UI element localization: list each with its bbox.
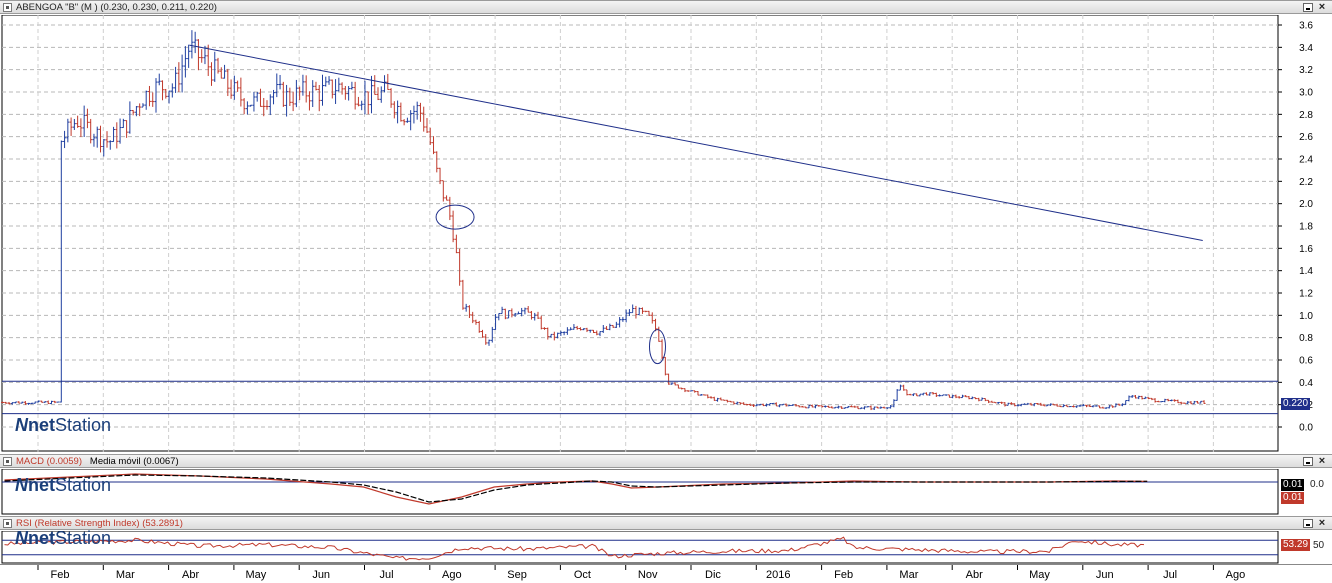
macd-line [4, 473, 1148, 505]
price-panel-title: ABENGOA "B" (M ) (0.230, 0.230, 0.211, 0… [16, 2, 217, 13]
macd-panel-titlebar[interactable]: MACD (0.0059) Media móvil (0.0067) × [0, 454, 1332, 468]
logo-station-text: Station [55, 415, 112, 435]
close-icon[interactable]: × [1318, 517, 1326, 529]
price-panel: ABENGOA "B" (M ) (0.230, 0.230, 0.211, 0… [0, 0, 1332, 452]
panel-menu-icon[interactable] [3, 3, 12, 12]
macd-panel-title: MACD (0.0059) Media móvil (0.0067) [16, 455, 179, 468]
x-tick-label: Dic [705, 569, 721, 581]
panel-menu-icon[interactable] [3, 457, 12, 466]
rsi-panel-titlebar[interactable]: RSI (Relative Strength Index) (53.2891) … [0, 516, 1332, 530]
rsi-y-tick: 50 [1313, 540, 1325, 551]
y-tick-label: 0.0 [1299, 423, 1313, 434]
x-axis-svg: Feb Mar Abr May Jun Jul Ago Sep Oct Nov Dic 2016 Feb… [37, 565, 1246, 581]
y-tick-label: 1.4 [1299, 266, 1313, 277]
rsi-value-tag: 53.29 [1281, 539, 1311, 551]
price-panel-titlebar[interactable]: ABENGOA "B" (M ) (0.230, 0.230, 0.211, 0… [0, 0, 1332, 14]
rsi-panel: RSI (Relative Strength Index) (53.2891) … [0, 516, 1332, 564]
rsi-chart[interactable] [0, 531, 1332, 564]
x-tick-label: Jun [312, 569, 330, 581]
plot-frame [1, 15, 1279, 452]
x-tick-label: Mar [899, 569, 918, 581]
y-tick-label: 3.2 [1299, 65, 1313, 76]
y-tick-label: 0.8 [1299, 333, 1313, 344]
x-tick-label: Abr [966, 569, 983, 581]
x-tick-label: Feb [51, 569, 70, 581]
y-tick-label: 0.4 [1299, 378, 1313, 389]
y-tick-label: 3.0 [1299, 88, 1313, 99]
x-axis: Feb Mar Abr May Jun Jul Ago Sep Oct Nov Dic 2016 Feb… [0, 564, 1332, 582]
macd-panel: MACD (0.0059) Media móvil (0.0067) × Nne… [0, 454, 1332, 515]
y-tick-label: 1.0 [1299, 311, 1313, 322]
x-tick-label: Oct [574, 569, 591, 581]
y-tick-label: 2.4 [1299, 155, 1313, 166]
netstation-logo: NnetStation [15, 528, 111, 548]
netstation-logo: NnetStation [15, 475, 111, 495]
y-tick-label: 2.6 [1299, 132, 1313, 143]
x-tick-label: Nov [638, 569, 658, 581]
x-tick-label: Mar [116, 569, 135, 581]
x-tick-label: 2016 [766, 569, 790, 581]
y-tick-label: 2.0 [1299, 199, 1313, 210]
rsi-line [4, 536, 1145, 561]
last-value-tag: 0.220 [1281, 398, 1311, 410]
x-tick-label: Ago [1226, 569, 1246, 581]
logo-net-text: net [28, 415, 55, 435]
price-bars [1, 30, 1206, 411]
logo-station-text: Station [55, 528, 112, 548]
annotation-ellipse [648, 329, 666, 365]
minimize-icon[interactable] [1303, 519, 1313, 528]
macd-chart[interactable] [0, 469, 1332, 515]
y-tick-label: 1.6 [1299, 244, 1313, 255]
y-tick-label: 3.6 [1299, 21, 1313, 32]
macd-signal-value-tag: 0.01 [1281, 492, 1305, 504]
annotation-ellipse [435, 204, 475, 230]
price-chart-svg: 0.00.20.40.60.81.01.21.41.61.82.02.22.42… [1, 15, 1313, 452]
macd-chart-svg [1, 469, 1279, 515]
logo-station-text: Station [55, 475, 112, 495]
rsi-panel-title: RSI (Relative Strength Index) (53.2891) [16, 518, 183, 529]
close-icon[interactable]: × [1318, 455, 1326, 467]
minimize-icon[interactable] [1303, 3, 1313, 12]
trendline [189, 44, 1203, 242]
y-tick-label: 1.8 [1299, 222, 1313, 233]
x-tick-label: Ago [442, 569, 462, 581]
netstation-logo: NnetStation [15, 415, 111, 435]
x-tick-label: Jul [1163, 569, 1177, 581]
rsi-chart-svg [1, 531, 1279, 564]
x-tick-label: Jun [1096, 569, 1114, 581]
macd-signal-title: Media móvil (0.0067) [89, 456, 179, 467]
x-tick-label: May [246, 569, 267, 581]
price-chart[interactable]: 0.00.20.40.60.81.01.21.41.61.82.02.22.42… [0, 15, 1332, 452]
netstation-logo-icon: N [15, 528, 28, 548]
x-tick-label: Feb [834, 569, 853, 581]
logo-net-text: net [28, 475, 55, 495]
x-tick-label: Jul [379, 569, 393, 581]
netstation-logo-icon: N [15, 475, 28, 495]
macd-y-tick: 0.0 [1310, 479, 1324, 490]
macd-title: MACD (0.0059) [16, 456, 82, 467]
macd-value-tag: 0.01 [1281, 479, 1305, 491]
netstation-logo-icon: N [15, 415, 28, 435]
x-tick-label: Abr [182, 569, 199, 581]
x-tick-label: Sep [507, 569, 527, 581]
y-tick-label: 2.8 [1299, 110, 1313, 121]
macd-signal-line [4, 474, 1148, 503]
close-icon[interactable]: × [1318, 1, 1326, 13]
plot-frame [1, 531, 1279, 564]
logo-net-text: net [28, 528, 55, 548]
y-tick-label: 2.2 [1299, 177, 1313, 188]
y-tick-label: 3.4 [1299, 43, 1313, 54]
minimize-icon[interactable] [1303, 457, 1313, 466]
panel-menu-icon[interactable] [3, 519, 12, 528]
y-tick-label: 1.2 [1299, 289, 1313, 300]
x-tick-label: May [1029, 569, 1050, 581]
y-tick-label: 0.6 [1299, 356, 1313, 367]
